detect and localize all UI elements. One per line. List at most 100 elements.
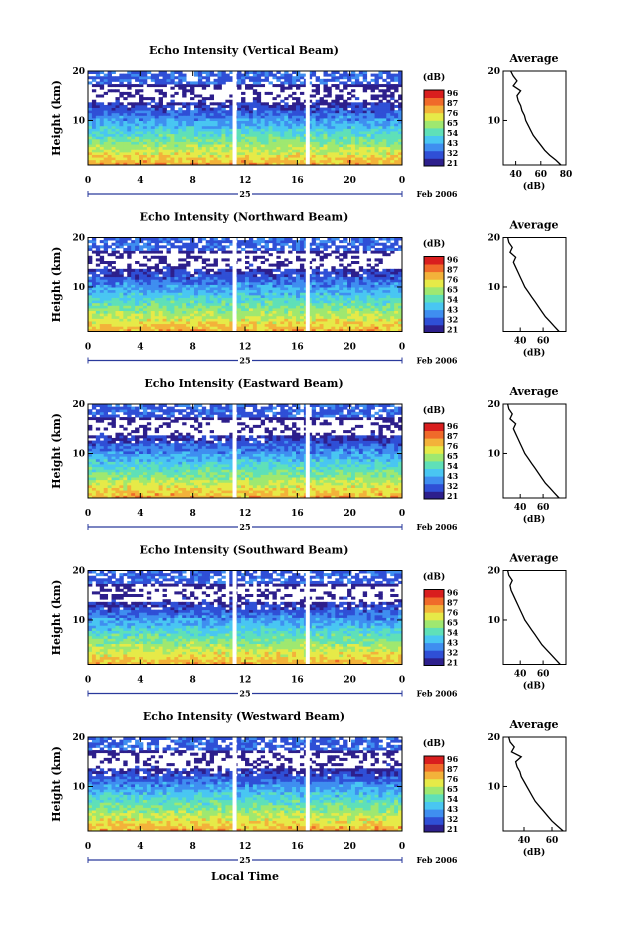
heatmap-cell [158, 97, 163, 101]
heatmap-cell [166, 81, 171, 85]
heatmap-cell [88, 144, 93, 148]
heatmap-cell [347, 78, 352, 82]
y-tick-label: 20 [72, 67, 85, 77]
heatmap-cell [190, 321, 195, 325]
heatmap-cell [331, 162, 336, 166]
heatmap-cell [186, 104, 191, 108]
heatmap-cell [99, 112, 105, 116]
heatmap-cell [186, 261, 191, 265]
heatmap-cell [221, 128, 226, 132]
colorbar-segment [424, 309, 444, 318]
heatmap-cell [296, 71, 301, 75]
heatmap-cell [221, 289, 226, 293]
heatmap-cell [225, 308, 230, 312]
heatmap-cell [323, 271, 328, 275]
heatmap-cell [111, 271, 116, 275]
heatmap-cell [366, 321, 372, 325]
heatmap-cell [229, 323, 234, 327]
heatmap-cell [237, 112, 242, 116]
heatmap-cell [142, 315, 148, 319]
heatmap-cell [95, 281, 101, 285]
heatmap-cell [166, 104, 171, 108]
heatmap-cell [252, 495, 258, 499]
heatmap-cell [245, 315, 250, 319]
heatmap-cell [170, 328, 175, 332]
heatmap-cell [217, 313, 222, 317]
heatmap-cell [280, 247, 285, 251]
heatmap-cell [374, 315, 379, 319]
heatmap-cell [139, 151, 144, 155]
heatmap-cell [178, 76, 183, 80]
heatmap-cell [205, 71, 211, 75]
heatmap-cell [111, 107, 116, 111]
heatmap-cell [178, 250, 183, 254]
heatmap-cell [398, 136, 403, 140]
heatmap-cell [331, 141, 336, 145]
colorbar-tick-label: 43 [447, 138, 459, 148]
heatmap-cell [127, 107, 132, 111]
heatmap-cell [217, 274, 222, 278]
heatmap-cell [378, 118, 383, 122]
heatmap-cell [276, 118, 281, 122]
heatmap-cell [327, 115, 332, 119]
heatmap-cell [170, 237, 175, 241]
heatmap-cell [319, 128, 324, 132]
heatmap-cell [107, 318, 112, 322]
heatmap-cell [394, 146, 399, 150]
heatmap-cell [252, 157, 258, 161]
heatmap-cell [221, 81, 226, 85]
heatmap-cell [268, 112, 273, 116]
heatmap-cell [166, 102, 171, 106]
heatmap-cell [398, 292, 403, 296]
heatmap-cell [323, 302, 328, 306]
heatmap-cell [284, 279, 289, 283]
heatmap-cell [142, 300, 148, 304]
heatmap-cell [268, 110, 273, 114]
heatmap-cell [162, 151, 167, 155]
heatmap-cell [135, 245, 140, 249]
heatmap-cell [362, 308, 368, 312]
heatmap-cell [335, 84, 340, 88]
heatmap-cell [91, 245, 97, 249]
heatmap-cell [284, 274, 289, 278]
heatmap-cell [193, 120, 199, 124]
heatmap-cell [315, 287, 320, 291]
heatmap-cell [252, 326, 258, 330]
heatmap-cell [252, 131, 258, 135]
heatmap-cell [252, 112, 258, 116]
heatmap-cell [111, 104, 116, 108]
heatmap-cell [229, 292, 234, 296]
heatmap-cell [398, 120, 403, 124]
heatmap-cell [213, 118, 218, 122]
heatmap-cell [158, 237, 163, 241]
heatmap-cell [394, 131, 399, 135]
heatmap-cell [170, 292, 175, 296]
heatmap-cell [284, 104, 289, 108]
heatmap-cell [354, 73, 360, 77]
heatmap-cell [386, 326, 391, 330]
heatmap-cell [362, 247, 368, 251]
heatmap-cell [123, 240, 128, 244]
heatmap-cell [284, 313, 289, 317]
heatmap-cell [339, 120, 344, 124]
heatmap-cell [260, 321, 266, 325]
heatmap-cell [131, 247, 136, 251]
heatmap-cell [213, 162, 218, 166]
heatmap-cell [358, 81, 364, 85]
heatmap-cell [245, 318, 250, 322]
heatmap-cell [119, 321, 124, 325]
heatmap-cell [370, 323, 375, 327]
heatmap-cell [378, 297, 383, 301]
heatmap-cell [237, 120, 242, 124]
heatmap-cell [292, 284, 297, 288]
heatmap-cell [296, 118, 301, 122]
heatmap-cell [331, 157, 336, 161]
heatmap-cell [158, 318, 163, 322]
heatmap-cell [127, 91, 132, 95]
heatmap-cell [241, 112, 246, 116]
heatmap-cell [288, 133, 293, 137]
heatmap-cell [162, 287, 167, 291]
heatmap-cell [193, 110, 199, 114]
heatmap-cell [374, 120, 379, 124]
heatmap-cell [186, 247, 191, 251]
